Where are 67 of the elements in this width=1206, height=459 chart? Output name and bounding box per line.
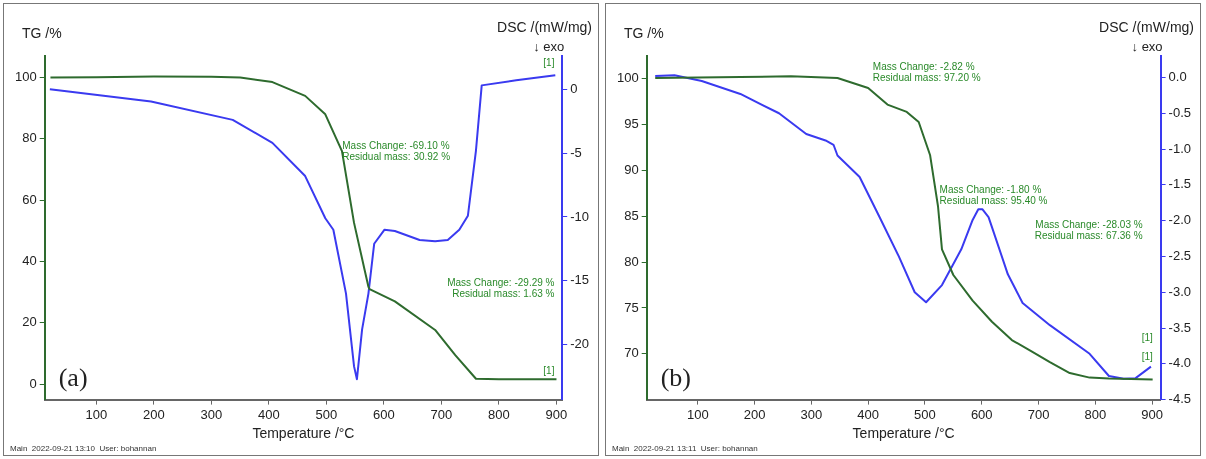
y2-tick-label: -5 [570,144,582,160]
y2-tick-label: -4.0 [1168,355,1192,371]
y2-tick-label: -20 [570,336,590,352]
y-tick-label: 100 [616,70,639,86]
annotation: Mass Change: -29.29 % Residual mass: 1.63 % [447,277,555,300]
text: (a) [58,362,88,392]
text: ↓ exo [1131,39,1163,54]
y-tick-label: 85 [624,207,639,223]
y-tick-label: 95 [624,116,639,132]
annotation: Mass Change: -2.82 % Residual mass: 97.20 % [872,60,981,83]
y2-tick-label: 0 [570,80,578,96]
y2-tick-label: -3.0 [1168,283,1192,299]
y2-tick-label: -1.5 [1168,176,1192,192]
x-tick-label: 600 [970,406,993,422]
text: (b) [660,362,692,392]
y2-tick-label: -4.5 [1168,391,1192,407]
annotation: [1] [543,57,555,69]
x-tick-label: 100 [686,406,709,422]
y2-tick-label: -2.5 [1168,248,1192,264]
y2-axis-title: DSC /(mW/mg) [497,19,592,35]
y-tick-label: 80 [22,130,37,146]
x-tick-label: 300 [800,406,823,422]
x-tick-label: 500 [315,406,338,422]
annotation: [1] [543,364,555,376]
x-tick-label: 200 [743,406,766,422]
x-tick-label: 500 [914,406,936,422]
y-tick-label: 90 [624,162,639,178]
y-tick-label: 80 [624,253,639,269]
y-tick-label: 70 [624,345,639,361]
x-tick-label: 900 [545,406,568,422]
x-axis-title: Temperature /°C [252,425,355,442]
text: Main 2022-09-21 13:10 User: bohannan [10,444,157,453]
y-axis-title: TG /% [624,25,664,41]
x-tick-label: 400 [258,406,280,422]
y-tick-label: 0 [29,375,37,391]
y2-tick-label: -3.5 [1168,319,1192,335]
x-tick-label: 700 [1027,406,1050,422]
x-axis-title: Temperature /°C [852,425,955,442]
y2-tick-label: -1.0 [1168,140,1192,156]
y2-axis-title: DSC /(mW/mg) [1099,19,1194,35]
y2-tick-label: -10 [570,208,590,224]
y2-tick-label: -15 [570,272,590,288]
x-tick-label: 200 [143,406,165,422]
annotation: Mass Change: -1.80 % Residual mass: 95.40 % [939,184,1048,207]
text: ↓ exo [533,39,565,54]
y-tick-label: 100 [14,69,37,85]
annotation: Mass Change: -69.10 % Residual mass: 30.92 % [342,139,451,162]
x-tick-label: 800 [488,406,510,422]
text: Main 2022-09-21 13:11 User: bohannan [612,444,758,453]
x-tick-label: 800 [1084,406,1107,422]
y2-tick-label: -0.5 [1168,104,1192,120]
annotation: [1] [1141,351,1154,363]
x-tick-label: 700 [430,406,453,422]
x-tick-label: 600 [373,406,395,422]
x-tick-label: 300 [200,406,223,422]
x-tick-label: 100 [85,406,108,422]
y-tick-label: 75 [624,299,639,315]
y-tick-label: 60 [22,191,37,207]
x-tick-label: 900 [1141,406,1163,422]
y-axis-title: TG /% [22,25,62,41]
annotation: Mass Change: -28.03 % Residual mass: 67.36 % [1034,218,1143,241]
y-tick-label: 40 [22,253,37,269]
y-tick-label: 20 [22,314,37,330]
x-tick-label: 400 [857,406,880,422]
y2-tick-label: 0.0 [1168,69,1187,85]
annotation: [1] [1141,332,1154,344]
y2-tick-label: -2.0 [1168,212,1192,228]
